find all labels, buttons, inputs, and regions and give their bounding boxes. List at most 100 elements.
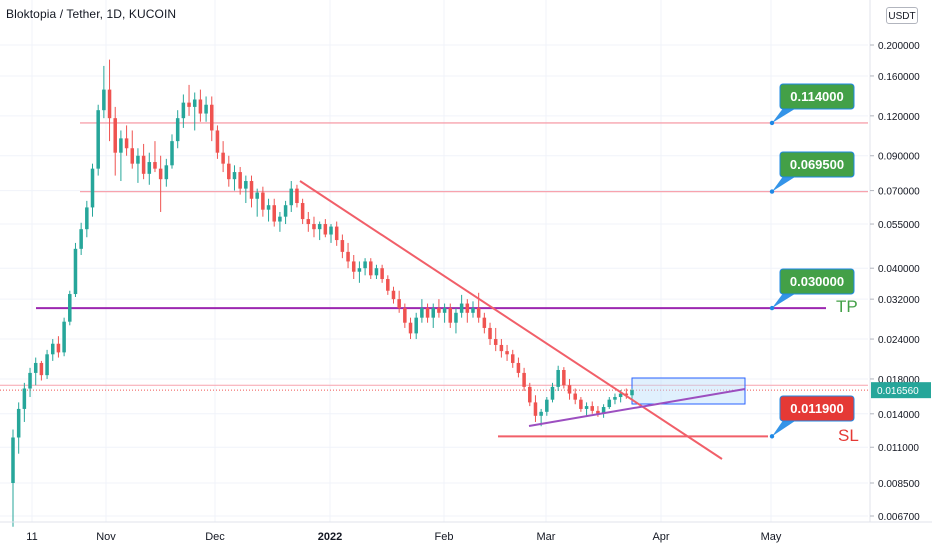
candle-body	[493, 339, 498, 345]
x-tick-label: Feb	[435, 531, 454, 543]
y-tick-label: 0.070000	[878, 187, 920, 198]
candle-body	[334, 226, 339, 241]
candle-body	[141, 155, 146, 174]
candle-body	[28, 372, 32, 389]
candle	[79, 222, 83, 255]
candle-body	[357, 268, 362, 272]
candle	[351, 254, 356, 280]
descending-trendline	[299, 180, 723, 460]
candle	[181, 94, 186, 128]
candle	[16, 402, 21, 454]
candle	[232, 165, 237, 191]
candle-body	[62, 321, 66, 353]
y-tick-label: 0.024000	[878, 335, 920, 346]
label-text: 0.069500	[790, 157, 844, 172]
candle	[141, 143, 146, 180]
label-text: 0.114000	[790, 89, 844, 104]
candle	[96, 104, 100, 176]
candle	[73, 242, 78, 297]
candle	[221, 141, 225, 173]
trendlines[interactable]	[299, 180, 746, 460]
candle	[403, 303, 407, 328]
candle-body	[90, 168, 95, 208]
candle-body	[442, 308, 447, 313]
candle	[471, 301, 475, 318]
candle-body	[397, 299, 401, 309]
candle	[630, 388, 634, 399]
candle-body	[102, 89, 106, 111]
candle	[414, 312, 418, 340]
candle	[522, 367, 526, 392]
candle-body	[425, 308, 430, 318]
candle	[102, 65, 106, 119]
x-tick-label: Apr	[652, 531, 669, 543]
candle-body	[73, 248, 78, 295]
annotation-labels[interactable]: 0.114000 0.069500 0.030000 0.011900 TP SL	[769, 83, 859, 445]
candle-body	[16, 408, 21, 438]
candle	[85, 200, 89, 238]
candle	[562, 367, 566, 389]
candle-body	[261, 192, 265, 210]
candle	[374, 264, 379, 280]
candle	[278, 211, 282, 232]
candle	[567, 378, 572, 400]
label-anchor	[769, 189, 775, 194]
candle	[124, 125, 129, 156]
candle	[533, 395, 538, 422]
candle	[346, 242, 350, 269]
candle	[170, 134, 174, 169]
x-tick-label: 11	[26, 531, 37, 543]
candle-body	[590, 406, 595, 411]
price-label-0.030000[interactable]: 0.030000	[769, 268, 855, 311]
candle	[499, 339, 504, 358]
candle	[45, 349, 49, 379]
candle	[283, 200, 288, 225]
candle	[33, 357, 38, 386]
candle-body	[459, 303, 464, 313]
grid	[0, 0, 868, 522]
candle-body	[85, 207, 89, 230]
candle-body	[488, 327, 492, 340]
candle-body	[454, 312, 458, 323]
currency-badge[interactable]: USDT	[886, 7, 918, 24]
candle-body	[33, 362, 38, 373]
candle	[317, 221, 322, 241]
candle	[448, 303, 453, 328]
candle	[465, 299, 470, 323]
candle	[510, 349, 515, 368]
label-anchor	[769, 434, 775, 439]
candle	[312, 216, 316, 238]
label-anchor	[769, 120, 775, 126]
candle	[261, 186, 265, 217]
candle	[68, 290, 72, 326]
candle	[192, 92, 197, 131]
candle	[505, 344, 509, 361]
candle	[601, 404, 606, 418]
candle-body	[579, 399, 583, 409]
candle-body	[22, 388, 27, 409]
candle-body	[119, 138, 123, 153]
chart-title: Bloktopia / Tether, 1D, KUCOIN	[6, 7, 177, 21]
price-label-0.114000[interactable]: 0.114000	[769, 83, 855, 126]
candle-body	[550, 386, 555, 400]
candle-body	[153, 162, 157, 169]
candle-body	[584, 406, 589, 409]
candle-body	[215, 130, 220, 153]
label-box	[779, 151, 855, 178]
price-label-0.011900[interactable]: 0.011900	[769, 395, 855, 439]
candle	[431, 303, 435, 328]
candle-body	[533, 402, 538, 416]
candle-body	[556, 369, 560, 387]
candle	[119, 130, 123, 182]
candle	[329, 224, 333, 243]
candle	[39, 360, 44, 381]
price-label-0.069500[interactable]: 0.069500	[769, 151, 855, 194]
x-tick-label: May	[761, 531, 782, 543]
candle-body	[158, 168, 163, 180]
candle	[425, 303, 430, 323]
candle	[289, 181, 294, 212]
candle-body	[56, 343, 61, 353]
